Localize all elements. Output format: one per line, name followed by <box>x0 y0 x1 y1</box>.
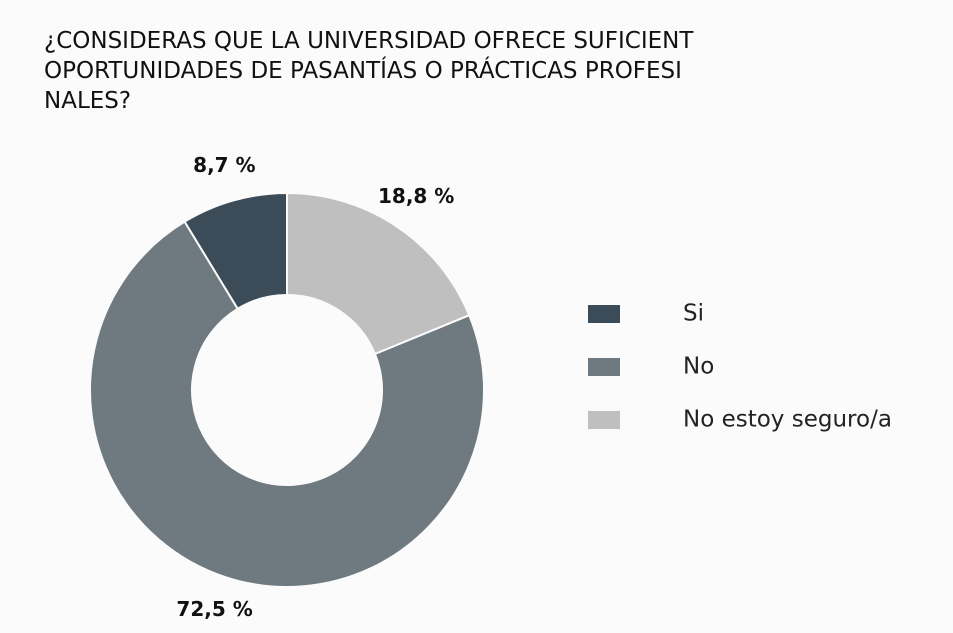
chart-title: NALES? <box>44 88 131 114</box>
chart-title: OPORTUNIDADES DE PASANTÍAS O PRÁCTICAS P… <box>44 56 682 84</box>
data-label: 72,5 % <box>176 597 252 621</box>
legend-label: No <box>683 354 714 380</box>
donut-slice <box>89 220 485 588</box>
legend-label: No estoy seguro/a <box>683 407 892 433</box>
legend-swatch <box>588 411 620 429</box>
chart-title: ¿CONSIDERAS QUE LA UNIVERSIDAD OFRECE SU… <box>44 28 694 54</box>
data-label: 18,8 % <box>378 184 454 208</box>
legend-swatch <box>588 305 620 323</box>
data-label: 8,7 % <box>193 153 255 177</box>
donut-slice <box>286 191 471 356</box>
legend-label: Si <box>683 301 704 327</box>
legend-swatch <box>588 358 620 376</box>
